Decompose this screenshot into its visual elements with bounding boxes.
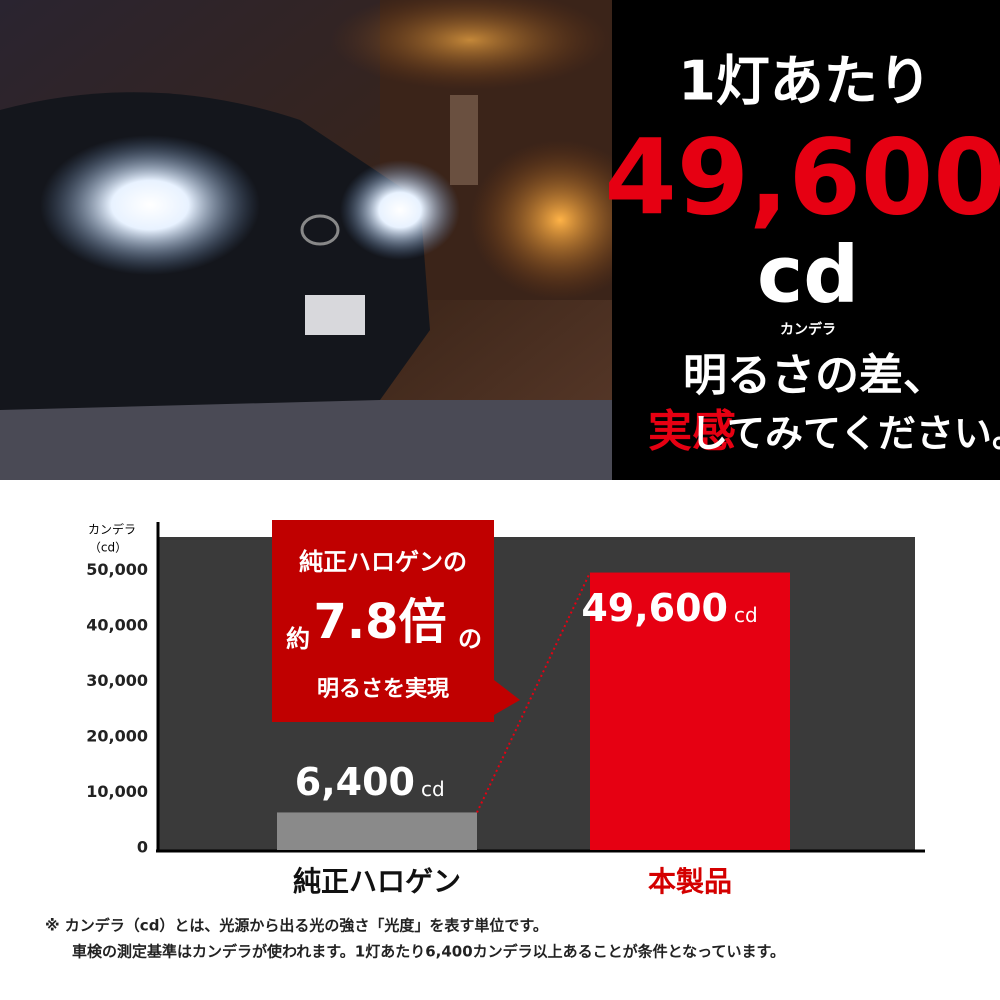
value-label: 6,400 <box>295 760 415 804</box>
y-tick-label: 20,000 <box>86 726 148 745</box>
y-tick-label: 0 <box>137 838 148 857</box>
y-axis-label: カンデラ <box>88 522 136 537</box>
footnote-line: 車検の測定基準はカンデラが使われます。1灯あたり6,400カンデラ以上あることが… <box>72 943 785 961</box>
chart: カンデラ （cd） 0 10,000 20,000 30,000 40,000 50,00… <box>86 520 925 898</box>
x-tick-label: 本製品 <box>648 865 732 898</box>
bar <box>590 572 790 850</box>
bar <box>277 812 477 850</box>
hero-panel <box>612 0 1000 480</box>
value-unit: cd <box>421 777 445 801</box>
callout-text: の <box>458 625 482 653</box>
hero-line: 明るさの差、 <box>683 350 947 401</box>
y-tick-label: 10,000 <box>86 782 148 801</box>
value-unit: cd <box>734 603 758 627</box>
footnote-line: ※ カンデラ（cd）とは、光源から出る光の強さ「光度」を表す単位です。 <box>45 917 548 935</box>
callout-value: 7.8倍 <box>313 594 446 650</box>
hero-unit: cd <box>757 230 859 320</box>
hero-line: してみてください。 <box>690 412 1000 456</box>
hero-highlight: 実感 <box>648 406 736 457</box>
hero-line: 1灯あたり <box>678 50 932 113</box>
plot-area <box>158 537 915 850</box>
y-tick-label: 50,000 <box>86 560 148 579</box>
value-label: 49,600 <box>581 586 728 630</box>
callout-text: 明るさを実現 <box>317 676 449 702</box>
footnote: ※ カンデラ（cd）とは、光源から出る光の強さ「光度」を表す単位です。 車検の測… <box>45 917 785 961</box>
y-tick-label: 40,000 <box>86 615 148 634</box>
y-axis-label: （cd） <box>89 541 127 555</box>
photo <box>0 0 650 480</box>
callout-box <box>272 520 520 722</box>
callout-text: 純正ハロゲンの <box>299 548 467 576</box>
callout-text: 約 <box>286 625 310 653</box>
connector <box>476 572 591 813</box>
hero-unit-reading: カンデラ <box>780 321 836 338</box>
x-tick-label: 純正ハロゲン <box>293 865 461 898</box>
hero-text: 1灯あたり 49,600 cd カンデラ 明るさの差、 実感 してみてください。 <box>604 50 1000 457</box>
y-tick-label: 30,000 <box>86 671 148 690</box>
hero-value: 49,600 <box>604 116 1000 238</box>
